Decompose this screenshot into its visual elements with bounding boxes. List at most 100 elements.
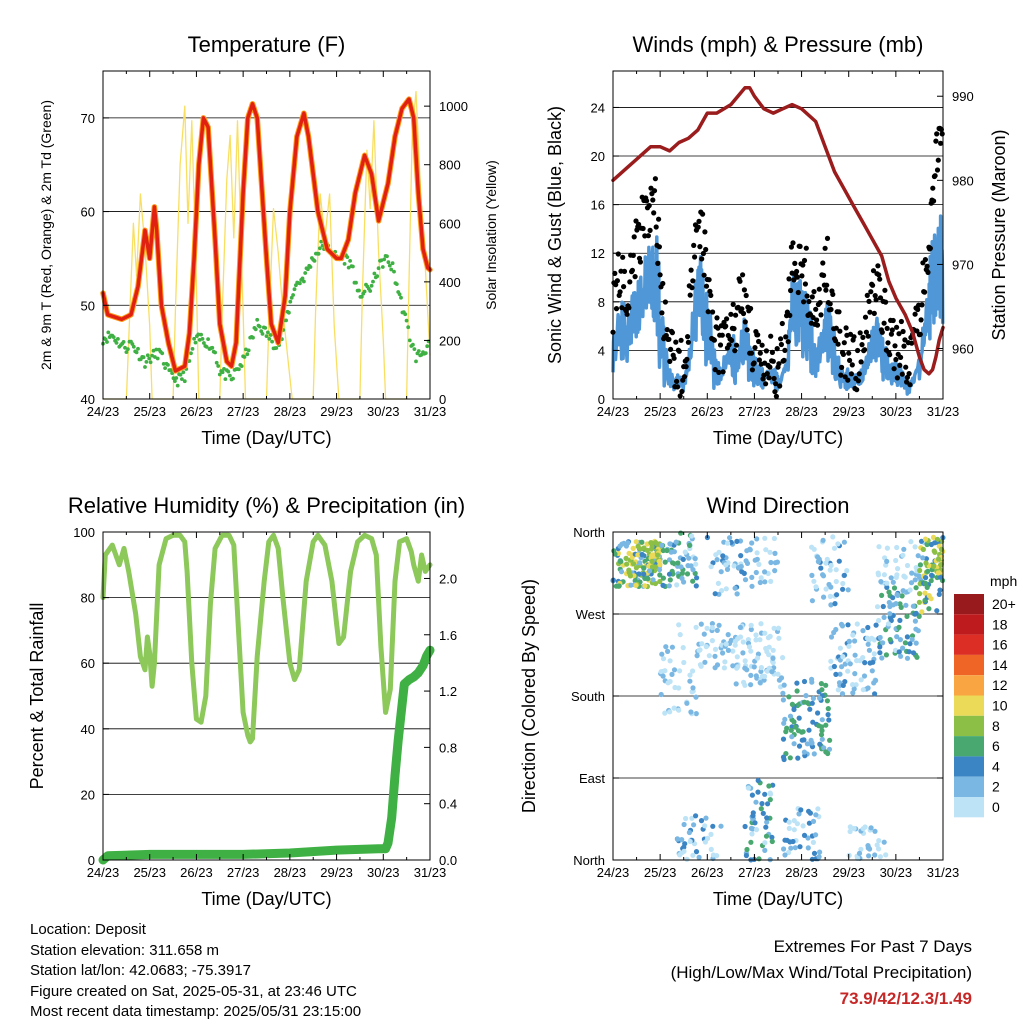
dewpoint-point — [124, 350, 129, 354]
dewpoint-point — [200, 337, 205, 341]
direction-point — [818, 681, 825, 687]
direction-point — [913, 640, 919, 646]
direction-point — [828, 634, 835, 640]
gust-point — [650, 197, 656, 203]
gust-point — [900, 328, 906, 335]
direction-point — [720, 553, 726, 559]
direction-point — [801, 678, 808, 685]
gust-point — [906, 371, 912, 377]
direction-point — [698, 818, 705, 824]
direction-point — [748, 648, 754, 654]
direction-point — [755, 789, 761, 795]
y2-tick-label: 0.0 — [439, 853, 457, 868]
direction-point — [693, 694, 699, 700]
gust-point — [848, 371, 855, 377]
direction-point — [763, 824, 769, 830]
x-axis-label: Time (Day/UTC) — [201, 889, 331, 909]
gust-point — [863, 329, 870, 335]
direction-point — [847, 661, 853, 667]
gust-point — [739, 306, 745, 312]
dewpoint-point — [416, 349, 421, 353]
x-axis-label: Time (Day/UTC) — [201, 428, 331, 448]
gust-point — [767, 364, 773, 370]
direction-point — [758, 575, 764, 581]
direction-point — [884, 580, 890, 586]
direction-point — [690, 578, 696, 584]
dewpoint-point — [153, 355, 157, 359]
gust-point — [909, 340, 915, 346]
direction-point — [815, 806, 821, 812]
x-tick-label: 25/23 — [644, 865, 677, 880]
gust-point — [712, 367, 718, 373]
direction-point — [799, 737, 805, 743]
gust-point — [678, 337, 684, 343]
gust-point — [816, 286, 822, 292]
panel-title: Wind Direction — [706, 493, 849, 518]
direction-point — [745, 785, 752, 791]
gust-point — [690, 278, 696, 284]
direction-point — [937, 574, 943, 580]
y-tick-label: 20 — [81, 787, 95, 802]
dewpoint-point — [268, 333, 273, 337]
y-tick-label: 0 — [88, 853, 95, 868]
gust-point — [849, 362, 855, 368]
gust-point — [627, 279, 633, 285]
direction-point — [852, 638, 858, 644]
direction-point — [868, 825, 874, 831]
direction-point — [627, 573, 634, 579]
direction-point — [623, 543, 630, 549]
direction-point — [685, 563, 691, 569]
gust-point — [624, 311, 630, 317]
direction-point — [852, 652, 858, 658]
direction-point — [667, 658, 673, 664]
direction-point — [917, 591, 923, 597]
direction-point — [687, 678, 693, 684]
direction-point — [734, 591, 740, 597]
gust-point — [914, 328, 920, 334]
gust-point — [632, 274, 638, 280]
gust-point — [702, 229, 708, 235]
dewpoint-point — [385, 254, 389, 259]
gust-point — [778, 336, 784, 342]
dewpoint-point — [180, 377, 184, 381]
gust-point — [885, 340, 891, 346]
gust-point — [681, 374, 688, 380]
gust-point — [677, 393, 683, 399]
colorbar-swatch — [954, 654, 984, 676]
direction-point — [714, 853, 720, 859]
gust-point — [795, 289, 801, 296]
direction-point — [806, 820, 813, 826]
direction-point — [796, 743, 803, 749]
gust-point — [676, 348, 682, 354]
direction-point — [769, 838, 775, 845]
direction-point — [762, 569, 768, 575]
extremes-box: Extremes For Past 7 Days (High/Low/Max W… — [671, 934, 972, 1012]
direction-point — [758, 621, 764, 627]
dewpoint-point — [106, 330, 111, 335]
dewpoint-point — [161, 362, 166, 366]
gust-point — [896, 331, 902, 337]
y-tick-label: 12 — [591, 246, 605, 261]
direction-point — [936, 591, 942, 598]
direction-point — [887, 611, 893, 617]
dewpoint-point — [181, 370, 186, 375]
gust-point — [875, 263, 881, 269]
direction-point — [922, 536, 929, 542]
direction-point — [749, 540, 755, 546]
direction-point — [744, 560, 751, 567]
direction-point — [923, 580, 929, 587]
direction-point — [758, 665, 765, 671]
direction-point — [701, 631, 707, 637]
gust-point — [759, 342, 765, 348]
direction-point — [617, 543, 623, 549]
gust-point — [836, 309, 842, 315]
dewpoint-point — [214, 360, 219, 365]
direction-point — [934, 536, 941, 542]
direction-point — [865, 685, 871, 691]
gust-point — [820, 260, 826, 266]
gust-point — [617, 289, 623, 295]
direction-point — [815, 710, 821, 716]
direction-point — [724, 566, 731, 573]
gust-point — [876, 272, 882, 278]
direction-point — [831, 545, 838, 551]
